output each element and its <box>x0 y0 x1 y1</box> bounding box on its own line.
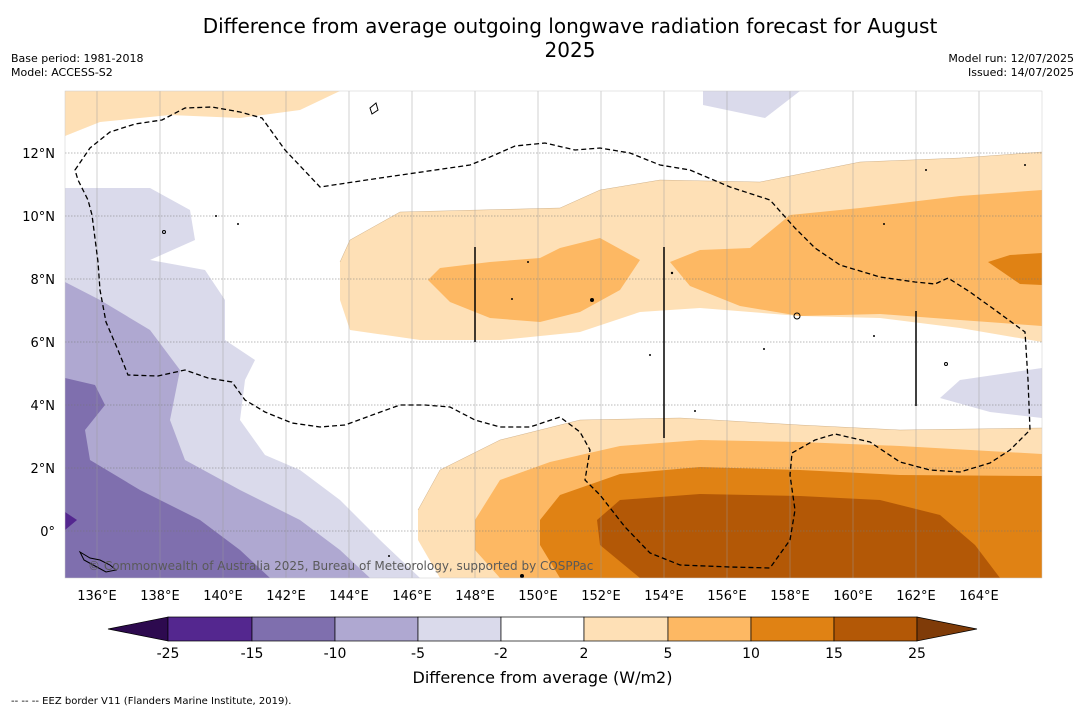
lon-label: 154°E <box>644 589 684 604</box>
lon-label: 158°E <box>770 589 810 604</box>
colorbar-extend-low <box>107 616 169 642</box>
colorbar-tick: 15 <box>825 646 843 662</box>
lon-label: 144°E <box>329 589 369 604</box>
chart-title: Difference from average outgoing longwav… <box>202 14 938 62</box>
lat-label: 12°N <box>22 147 55 162</box>
colorbar-segment <box>500 616 585 642</box>
contour-pos-top-left <box>65 91 340 136</box>
colorbar-tick: -5 <box>411 646 425 662</box>
colorbar-segment <box>251 616 336 642</box>
colorbar-label: Difference from average (W/m2) <box>412 668 673 687</box>
lon-label: 162°E <box>896 589 936 604</box>
contour-neg-10-15 <box>65 378 270 578</box>
colorbar-segment <box>334 616 419 642</box>
colorbar-tick: 5 <box>664 646 673 662</box>
island-dots <box>215 164 1026 578</box>
colorbar-extend-high <box>916 616 978 642</box>
contour-neg-right <box>940 368 1042 418</box>
copyright-notice: © Commonwealth of Australia 2025, Bureau… <box>88 559 593 573</box>
lat-label: 0° <box>40 525 55 540</box>
lat-label: 4°N <box>31 399 56 414</box>
map-area: © Commonwealth of Australia 2025, Bureau… <box>65 91 1042 578</box>
eez-footnote: -- -- -- EEZ border V11 (Flanders Marine… <box>11 696 292 707</box>
colorbar-segment <box>667 616 752 642</box>
lon-label: 146°E <box>392 589 432 604</box>
lon-label: 156°E <box>707 589 747 604</box>
lat-label: 10°N <box>22 210 55 225</box>
colorbar-segment <box>167 616 253 642</box>
lat-label: 8°N <box>31 273 56 288</box>
lon-label: 140°E <box>203 589 243 604</box>
lon-label: 150°E <box>518 589 558 604</box>
lat-label: 6°N <box>31 336 56 351</box>
eez-border <box>74 106 1031 569</box>
colorbar-segment <box>833 616 918 642</box>
colorbar-tick: 10 <box>742 646 760 662</box>
lon-label: 152°E <box>581 589 621 604</box>
contour-pos-north-max <box>988 253 1042 285</box>
contour-pos-south-15-25 <box>597 494 1000 578</box>
lon-label: 148°E <box>455 589 495 604</box>
colorbar <box>107 616 978 642</box>
colorbar-tick: 2 <box>580 646 589 662</box>
lat-grid <box>65 152 1042 532</box>
colorbar-segment <box>750 616 835 642</box>
lon-label: 142°E <box>266 589 306 604</box>
meta-right: Model run: 12/07/2025 Issued: 14/07/2025 <box>948 52 1074 80</box>
lat-label: 2°N <box>31 462 56 477</box>
islands <box>78 102 948 573</box>
colorbar-tick: -10 <box>324 646 347 662</box>
base-period: Base period: 1981-2018 <box>11 52 144 65</box>
colorbar-tick: -2 <box>494 646 508 662</box>
colorbar-tick: -25 <box>157 646 180 662</box>
lon-label: 138°E <box>140 589 180 604</box>
contour-pos-north-core-west <box>428 238 640 322</box>
colorbar-tick: 25 <box>908 646 926 662</box>
colorbar-segment <box>417 616 502 642</box>
colorbar-tick: -15 <box>241 646 264 662</box>
meta-left: Base period: 1981-2018 Model: ACCESS-S2 <box>11 52 143 80</box>
lon-label: 160°E <box>833 589 873 604</box>
lon-label: 136°E <box>77 589 117 604</box>
lon-label: 164°E <box>959 589 999 604</box>
lon-labels: 136°E 138°E 140°E 142°E 144°E 146°E 148°… <box>77 589 999 604</box>
colorbar-ticks: -25 -15 -10 -5 -2 2 5 10 15 25 <box>157 646 926 662</box>
issued-date: Issued: 14/07/2025 <box>967 66 1074 79</box>
lat-labels: 12°N 10°N 8°N 6°N 4°N 2°N 0° <box>22 147 55 540</box>
contour-pos-north-core-east <box>670 190 1042 326</box>
model-run: Model run: 12/07/2025 <box>948 52 1074 65</box>
model-name: Model: ACCESS-S2 <box>11 66 113 79</box>
colorbar-segment <box>583 616 669 642</box>
contour-neg-15-25 <box>65 512 77 530</box>
